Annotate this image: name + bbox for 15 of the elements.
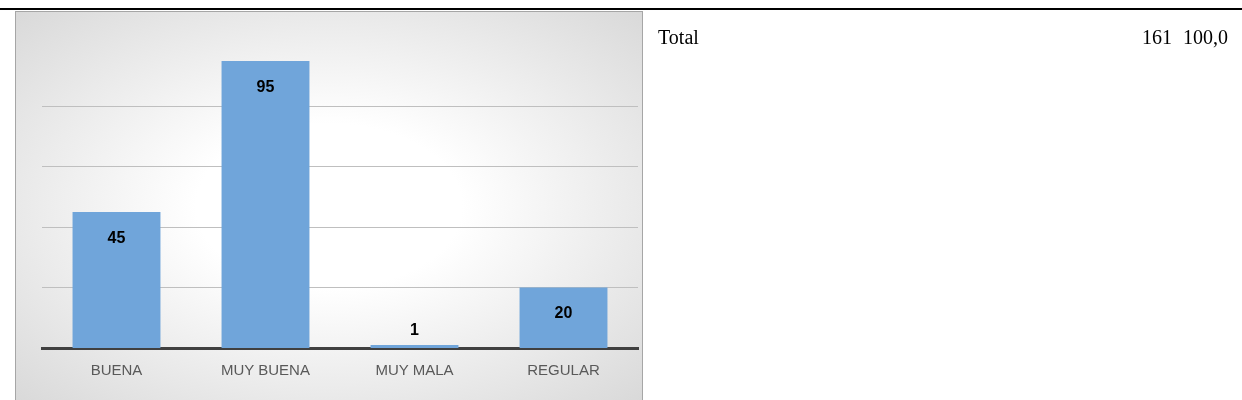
bar — [221, 61, 310, 348]
data-label: 1 — [410, 321, 420, 339]
x-tick-label: REGULAR — [527, 361, 600, 379]
data-label: 95 — [256, 77, 275, 95]
text: Total — [658, 26, 699, 49]
text: 161 — [1142, 26, 1172, 49]
x-tick-label: MUY BUENA — [221, 361, 310, 379]
bar — [519, 287, 608, 348]
text: 100,0 — [1183, 26, 1228, 49]
data-label: 45 — [107, 228, 126, 246]
bar — [72, 212, 161, 348]
x-tick-label: MUY MALA — [375, 361, 454, 379]
x-tick-label: BUENA — [90, 361, 143, 379]
bar — [370, 344, 459, 348]
data-label: 20 — [554, 304, 573, 322]
